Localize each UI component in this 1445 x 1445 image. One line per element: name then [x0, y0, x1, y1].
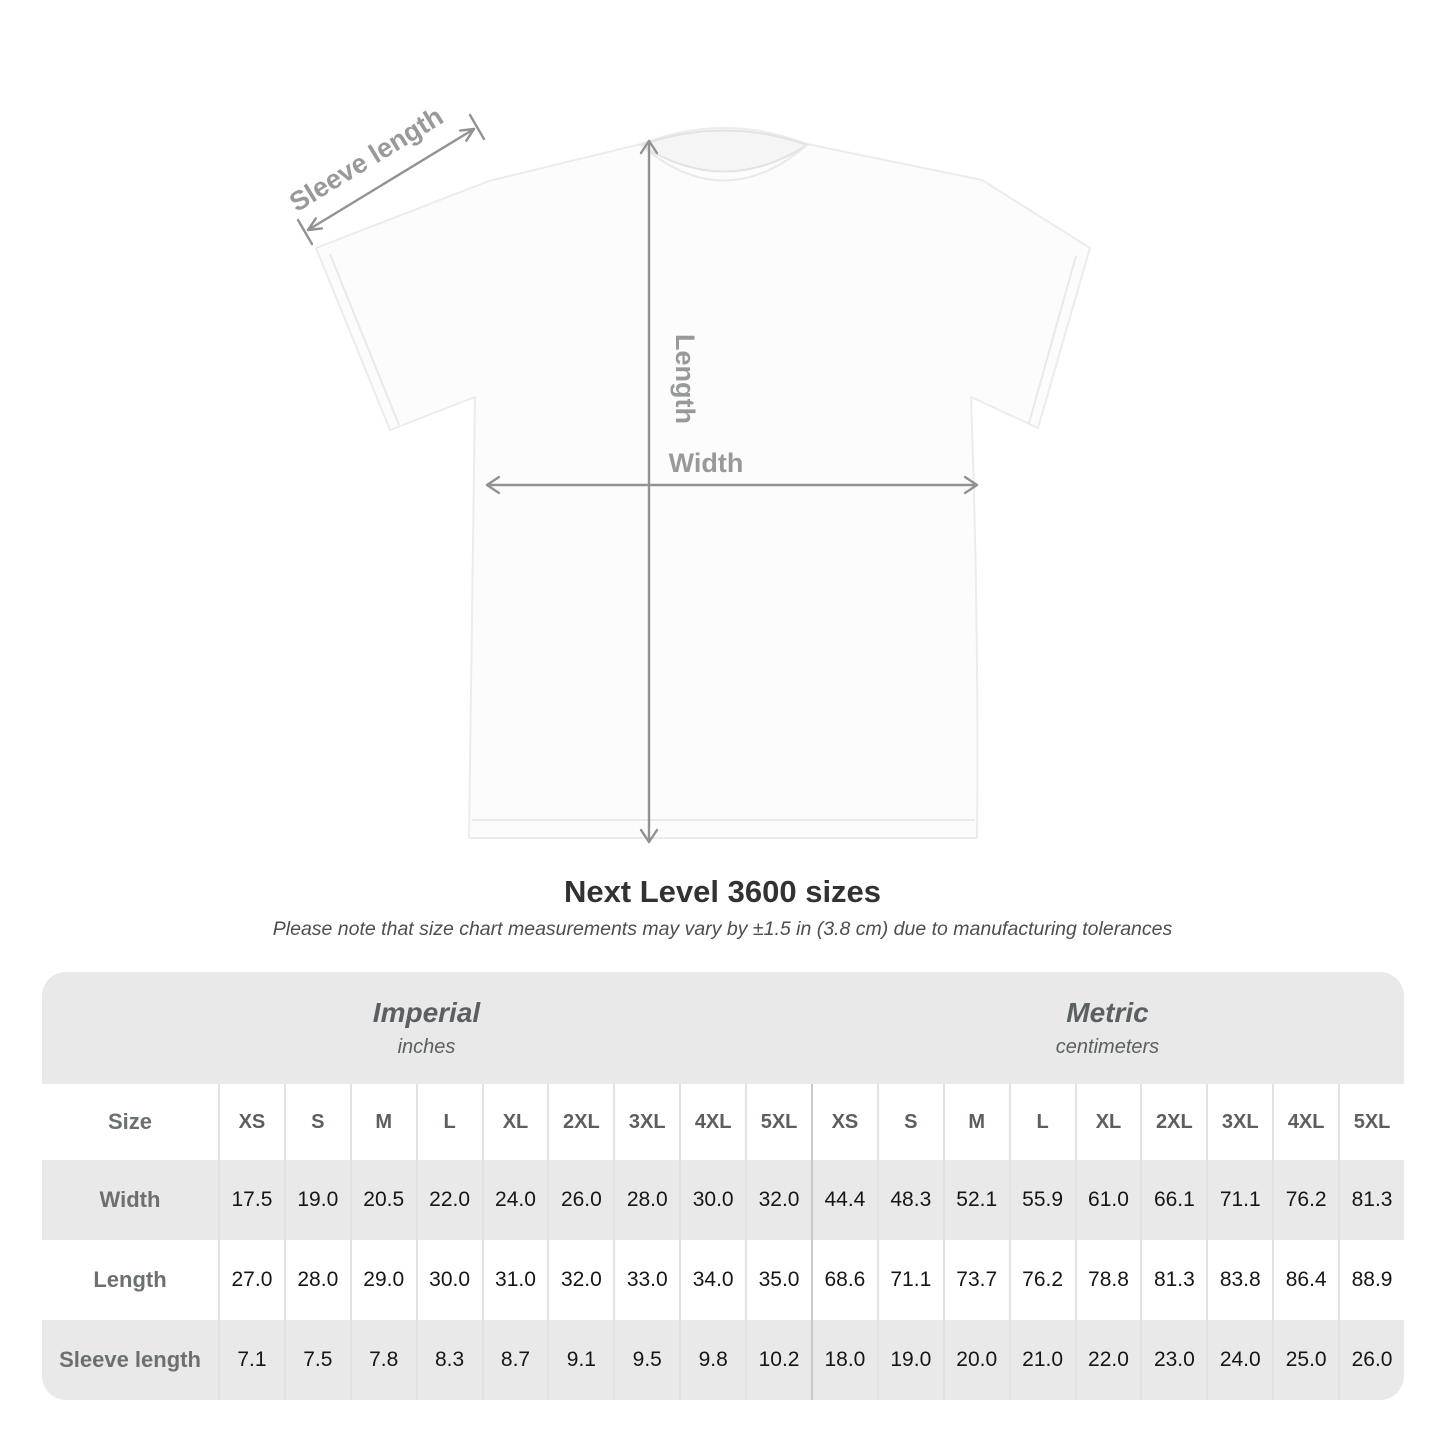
size-header-cell: XL — [1074, 1084, 1141, 1160]
row-label: Width — [42, 1160, 218, 1240]
value-cell-imperial: 9.8 — [679, 1320, 746, 1400]
size-table: Imperial inches Metric centimeters Size XS S M L… — [42, 972, 1404, 1400]
value-cell-metric: 24.0 — [1206, 1320, 1273, 1400]
size-header-cell: 3XL — [1206, 1084, 1272, 1160]
size-header-cell: 4XL — [1272, 1084, 1338, 1160]
value-cell-metric: 55.9 — [1008, 1160, 1075, 1240]
tolerance-note: Please note that size chart measurements… — [272, 918, 1173, 940]
value-cell-imperial: 8.7 — [481, 1320, 548, 1400]
value-cell-imperial: 32.0 — [745, 1160, 811, 1240]
value-cell-metric: 83.8 — [1206, 1240, 1272, 1320]
value-cell-imperial: 10.2 — [745, 1320, 811, 1400]
value-cell-imperial: 26.0 — [547, 1160, 614, 1240]
value-cell-metric: 71.1 — [876, 1240, 943, 1320]
value-cell-metric: 61.0 — [1074, 1160, 1141, 1240]
value-cell-imperial: 9.1 — [547, 1320, 614, 1400]
size-header-cell: 3XL — [613, 1084, 679, 1160]
size-column-header: Size — [107, 1109, 153, 1134]
value-cell-imperial: 32.0 — [547, 1240, 613, 1320]
value-cell-metric: 88.9 — [1338, 1240, 1404, 1320]
size-header-cell: XS — [810, 1084, 877, 1160]
value-cell-metric: 76.2 — [1272, 1160, 1339, 1240]
value-cell-imperial: 7.1 — [218, 1320, 284, 1400]
value-cell-imperial: 28.0 — [283, 1240, 350, 1320]
value-cell-imperial: 31.0 — [481, 1240, 548, 1320]
size-header-cell: L — [415, 1084, 482, 1160]
size-header-cell: L — [1008, 1084, 1075, 1160]
right-sleeve-seam — [1028, 255, 1077, 424]
left-sleeve-seam — [329, 253, 400, 426]
value-cell-imperial: 30.0 — [679, 1160, 746, 1240]
value-cell-metric: 44.4 — [810, 1160, 877, 1240]
value-cell-imperial: 19.0 — [283, 1160, 350, 1240]
value-cell-imperial: 24.0 — [481, 1160, 548, 1240]
value-cell-metric: 21.0 — [1008, 1320, 1075, 1400]
value-cell-metric: 20.0 — [942, 1320, 1009, 1400]
value-cell-metric: 22.0 — [1074, 1320, 1141, 1400]
value-cell-imperial: 20.5 — [349, 1160, 416, 1240]
value-cell-imperial: 29.0 — [349, 1240, 416, 1320]
value-cell-imperial: 8.3 — [415, 1320, 482, 1400]
size-header-cell: XS — [218, 1084, 284, 1160]
value-cell-imperial: 22.0 — [415, 1160, 482, 1240]
value-cell-metric: 66.1 — [1140, 1160, 1207, 1240]
unit-header-imperial: Imperial inches — [42, 972, 811, 1084]
value-cell-metric: 25.0 — [1272, 1320, 1339, 1400]
length-arrow — [639, 139, 659, 844]
value-cell-imperial: 30.0 — [415, 1240, 482, 1320]
unit-header-metric: Metric centimeters — [810, 972, 1404, 1084]
value-cell-imperial: 35.0 — [745, 1240, 811, 1320]
value-cell-imperial: 7.8 — [349, 1320, 416, 1400]
value-cell-metric: 26.0 — [1338, 1320, 1404, 1400]
value-cell-imperial: 27.0 — [218, 1240, 284, 1320]
value-cell-imperial: 34.0 — [679, 1240, 745, 1320]
tshirt-diagram: Sleeve length Length Width — [284, 101, 1091, 844]
unit-name: Metric — [1066, 997, 1149, 1028]
value-cell-metric: 81.3 — [1338, 1160, 1404, 1240]
value-cell-metric: 18.0 — [810, 1320, 877, 1400]
value-cell-metric: 76.2 — [1008, 1240, 1075, 1320]
size-header-cell: M — [942, 1084, 1009, 1160]
size-header-cell: 2XL — [1140, 1084, 1206, 1160]
width-arrow — [485, 475, 979, 495]
value-cell-metric: 23.0 — [1140, 1320, 1207, 1400]
size-header-cell: S — [283, 1084, 350, 1160]
value-cell-metric: 48.3 — [876, 1160, 943, 1240]
value-cell-metric: 52.1 — [942, 1160, 1009, 1240]
value-cell-imperial: 9.5 — [613, 1320, 680, 1400]
page-title: Next Level 3600 sizes — [563, 874, 882, 909]
value-cell-metric: 68.6 — [810, 1240, 877, 1320]
length-label: Length — [670, 334, 700, 424]
value-cell-metric: 78.8 — [1074, 1240, 1141, 1320]
value-cell-metric: 86.4 — [1272, 1240, 1338, 1320]
value-cell-metric: 73.7 — [942, 1240, 1009, 1320]
value-cell-imperial: 28.0 — [613, 1160, 680, 1240]
value-cell-imperial: 7.5 — [283, 1320, 350, 1400]
size-header-cell: 5XL — [1338, 1084, 1404, 1160]
value-cell-metric: 19.0 — [876, 1320, 943, 1400]
unit-subtitle: centimeters — [1055, 1036, 1160, 1058]
unit-name: Imperial — [372, 997, 481, 1028]
sleeve-length-arrow — [296, 113, 486, 246]
value-cell-metric: 81.3 — [1140, 1240, 1206, 1320]
size-header-cell: S — [876, 1084, 943, 1160]
unit-subtitle: inches — [397, 1036, 456, 1058]
value-cell-imperial: 33.0 — [613, 1240, 679, 1320]
row-label: Length — [93, 1267, 167, 1292]
value-cell-metric: 71.1 — [1206, 1160, 1273, 1240]
collar-band-seam — [640, 144, 808, 182]
size-header-cell: XL — [481, 1084, 548, 1160]
size-header-cell: 4XL — [679, 1084, 745, 1160]
size-header-cell: M — [349, 1084, 416, 1160]
size-header-cell: 5XL — [745, 1084, 811, 1160]
row-label: Sleeve length — [42, 1320, 218, 1400]
value-cell-imperial: 17.5 — [218, 1160, 284, 1240]
tshirt-silhouette — [315, 127, 1091, 839]
width-label: Width — [669, 448, 744, 478]
size-header-cell: 2XL — [547, 1084, 613, 1160]
